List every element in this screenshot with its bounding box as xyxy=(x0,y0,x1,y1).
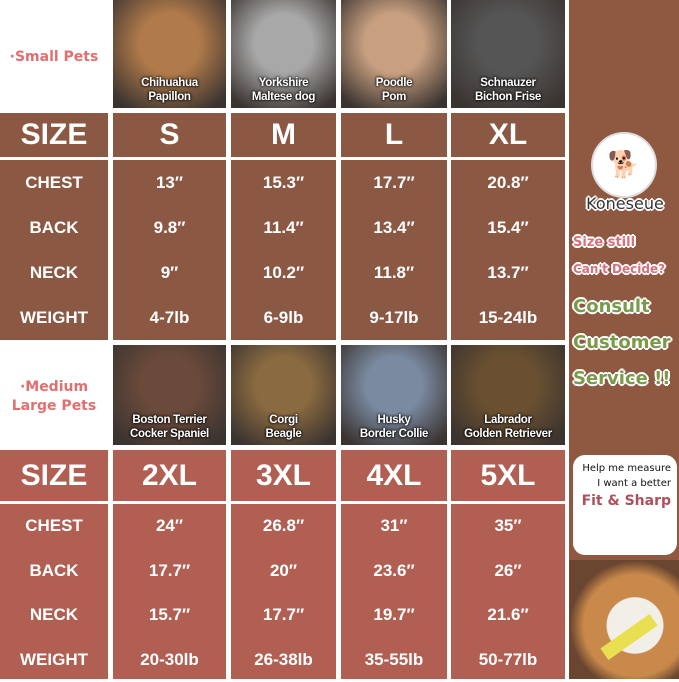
medium-value: 24″ xyxy=(113,504,226,549)
bubble-line-2: I want a better xyxy=(577,478,671,489)
medium-size-header: SIZE xyxy=(0,450,108,501)
small-row-label-back: BACK xyxy=(0,205,108,250)
medium-size-4xl: 4XL xyxy=(341,450,447,501)
small-value: 9.8″ xyxy=(113,205,226,250)
cant-decide-text: Can't Decide? xyxy=(573,262,665,276)
small-size-s: S xyxy=(113,113,226,157)
breed-label: Corgi Beagle xyxy=(231,413,336,441)
small-breed-photo: Chihuahua Papillon xyxy=(113,0,226,108)
small-value: 10.2″ xyxy=(231,250,336,295)
medium-value: 35″ xyxy=(451,504,565,549)
medium-value: 20″ xyxy=(231,549,336,594)
medium-value: 26″ xyxy=(451,549,565,594)
small-size-l: L xyxy=(341,113,447,157)
medium-value: 23.6″ xyxy=(341,549,447,594)
brand-name: Koneseue xyxy=(573,194,677,213)
medium-breed-photo: Husky Border Collie xyxy=(341,345,447,445)
small-row-label-weight: WEIGHT xyxy=(0,295,108,340)
medium-row-label-neck: NECK xyxy=(0,593,108,638)
medium-value: 35-55lb xyxy=(341,638,447,682)
medium-group-label: ·Medium Large Pets xyxy=(0,378,108,416)
medium-size-2xl: 2XL xyxy=(113,450,226,501)
breed-label: Husky Border Collie xyxy=(341,413,447,441)
bubble-line-3: Fit & Sharp xyxy=(577,493,671,509)
bubble-line-1: Help me measure xyxy=(577,463,671,474)
breed-label: Boston Terrier Cocker Spaniel xyxy=(113,413,226,441)
medium-value: 31″ xyxy=(341,504,447,549)
small-breed-photo: Poodle Pom xyxy=(341,0,447,108)
medium-value: 19.7″ xyxy=(341,593,447,638)
medium-value: 21.6″ xyxy=(451,593,565,638)
small-value: 6-9lb xyxy=(231,295,336,340)
small-group-label: ·Small Pets xyxy=(0,48,108,67)
size-still-text: Size still xyxy=(573,235,635,250)
medium-value: 15.7″ xyxy=(113,593,226,638)
beagle-photo xyxy=(569,560,679,679)
medium-row-label-chest: CHEST xyxy=(0,504,108,549)
small-value: 11.8″ xyxy=(341,250,447,295)
small-value: 13.7″ xyxy=(451,250,565,295)
breed-label: Yorkshire Maltese dog xyxy=(231,76,336,104)
medium-value: 26.8″ xyxy=(231,504,336,549)
small-value: 15.3″ xyxy=(231,160,336,205)
small-value: 15.4″ xyxy=(451,205,565,250)
small-value: 13″ xyxy=(113,160,226,205)
speech-bubble: Help me measure I want a better Fit & Sh… xyxy=(573,455,677,555)
small-row-label-chest: CHEST xyxy=(0,160,108,205)
small-value: 4-7lb xyxy=(113,295,226,340)
breed-label: Labrador Golden Retriever xyxy=(451,413,565,441)
medium-breed-photo: Boston Terrier Cocker Spaniel xyxy=(113,345,226,445)
small-value: 17.7″ xyxy=(341,160,447,205)
small-value: 11.4″ xyxy=(231,205,336,250)
small-size-m: M xyxy=(231,113,336,157)
brand-logo: 🐕 xyxy=(591,132,657,198)
cta-service: Service !! xyxy=(573,368,671,389)
cta-customer: Customer xyxy=(573,332,671,353)
medium-row-label-weight: WEIGHT xyxy=(0,638,108,682)
breed-label: Poodle Pom xyxy=(341,76,447,104)
medium-value: 26-38lb xyxy=(231,638,336,682)
small-value: 13.4″ xyxy=(341,205,447,250)
medium-row-label-back: BACK xyxy=(0,549,108,594)
medium-breed-photo: Corgi Beagle xyxy=(231,345,336,445)
medium-size-3xl: 3XL xyxy=(231,450,336,501)
medium-value: 17.7″ xyxy=(231,593,336,638)
medium-value: 17.7″ xyxy=(113,549,226,594)
small-value: 9-17lb xyxy=(341,295,447,340)
medium-breed-photo: Labrador Golden Retriever xyxy=(451,345,565,445)
sidebar: 🐕 Koneseue Size still Can't Decide? Cons… xyxy=(569,0,679,679)
small-value: 15-24lb xyxy=(451,295,565,340)
medium-size-5xl: 5XL xyxy=(451,450,565,501)
small-breed-photo: Yorkshire Maltese dog xyxy=(231,0,336,108)
small-breed-photo: Schnauzer Bichon Frise xyxy=(451,0,565,108)
small-row-label-neck: NECK xyxy=(0,250,108,295)
cta-consult: Consult xyxy=(573,296,650,317)
breed-label: Chihuahua Papillon xyxy=(113,76,226,104)
small-size-header: SIZE xyxy=(0,113,108,157)
small-size-xl: XL xyxy=(451,113,565,157)
medium-value: 50-77lb xyxy=(451,638,565,682)
small-value: 9″ xyxy=(113,250,226,295)
small-value: 20.8″ xyxy=(451,160,565,205)
medium-value: 20-30lb xyxy=(113,638,226,682)
breed-label: Schnauzer Bichon Frise xyxy=(451,76,565,104)
